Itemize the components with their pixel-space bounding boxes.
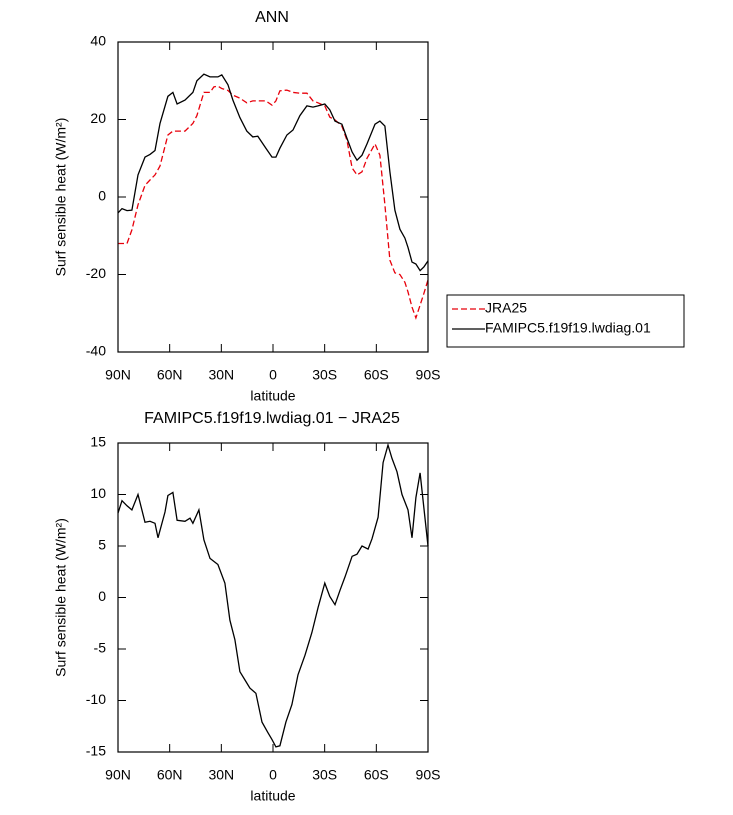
legend-label: JRA25 [485, 300, 527, 316]
legend-box [446, 294, 685, 348]
x-tick-label: 30N [208, 367, 234, 383]
y-tick-label: -20 [86, 265, 106, 281]
y-tick-label: 20 [90, 110, 106, 126]
x-tick-label: 90N [105, 767, 131, 783]
x-tick-label: 60N [157, 767, 183, 783]
x-tick-label: 30S [312, 367, 337, 383]
y-axis-label: Surf sensible heat (W/m²) [53, 518, 69, 677]
y-tick-label: 0 [98, 588, 106, 604]
y-tick-label: 15 [90, 434, 106, 450]
y-axis-label: Surf sensible heat (W/m²) [53, 118, 69, 277]
y-tick-label: 40 [90, 33, 106, 49]
x-tick-label: 60S [364, 767, 389, 783]
x-tick-label: 60N [157, 367, 183, 383]
y-tick-label: -15 [86, 743, 106, 759]
x-tick-label: 60S [364, 367, 389, 383]
x-axis-label: latitude [250, 788, 295, 804]
x-axis-label: latitude [250, 388, 295, 404]
x-tick-label: 90S [416, 767, 441, 783]
y-tick-label: -40 [86, 343, 106, 359]
plot-frame [117, 442, 429, 753]
y-tick-label: 0 [98, 188, 106, 204]
legend-label: FAMIPC5.f19f19.lwdiag.01 [485, 320, 651, 336]
x-tick-label: 0 [269, 767, 277, 783]
y-tick-label: -10 [86, 691, 106, 707]
y-tick-label: 5 [98, 537, 106, 553]
x-tick-label: 90S [416, 367, 441, 383]
data-line [118, 85, 429, 320]
x-tick-label: 90N [105, 367, 131, 383]
x-tick-label: 30N [208, 767, 234, 783]
x-tick-label: 30S [312, 767, 337, 783]
data-line [117, 442, 429, 748]
chart-title: ANN [255, 9, 289, 26]
y-tick-label: -5 [94, 640, 107, 656]
y-tick-label: 10 [90, 485, 106, 501]
chart-title: FAMIPC5.f19f19.lwdiag.01 − JRA25 [144, 410, 400, 427]
data-line [117, 73, 429, 272]
plot-frame [117, 41, 429, 353]
x-tick-label: 0 [269, 367, 277, 383]
